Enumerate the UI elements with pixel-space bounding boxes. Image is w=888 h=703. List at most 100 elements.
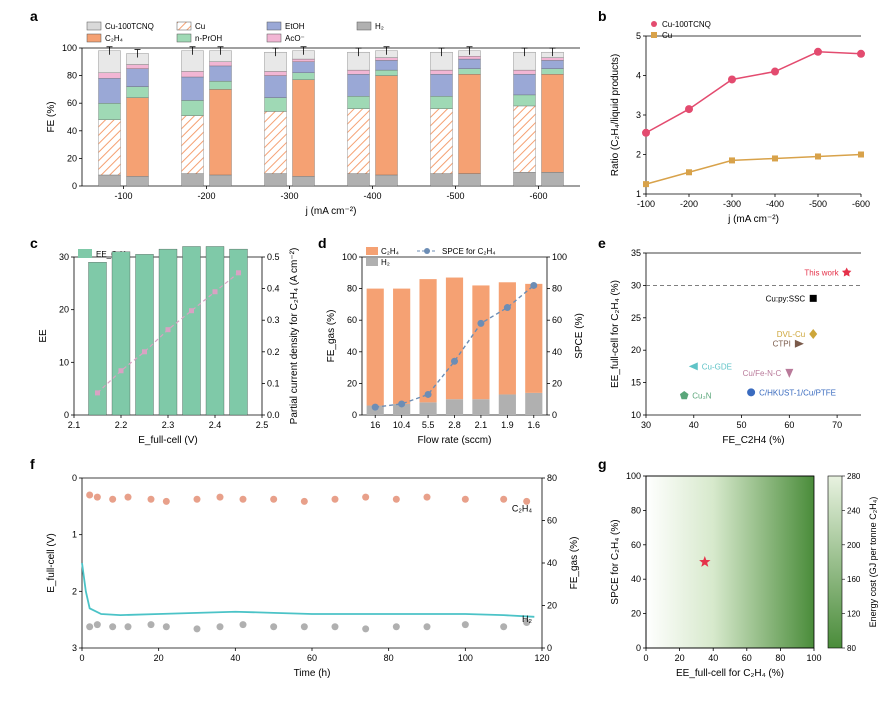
svg-text:j (mA cm⁻²): j (mA cm⁻²) <box>305 206 357 217</box>
svg-text:60: 60 <box>307 653 317 663</box>
svg-text:40: 40 <box>631 574 641 584</box>
svg-text:-300: -300 <box>280 191 298 201</box>
svg-text:E_full-cell (V): E_full-cell (V) <box>46 533 57 592</box>
svg-text:10: 10 <box>59 357 69 367</box>
panel-a: j (mA cm⁻²)FE (%)-100-200-300-400-500-60… <box>30 8 590 228</box>
svg-text:Cu-100TCNQ: Cu-100TCNQ <box>662 20 711 29</box>
svg-text:80: 80 <box>847 644 856 653</box>
svg-text:20: 20 <box>67 153 77 163</box>
svg-text:0.4: 0.4 <box>267 284 280 294</box>
svg-text:SPCE (%): SPCE (%) <box>574 313 585 359</box>
svg-text:20: 20 <box>59 305 69 315</box>
svg-text:H₂: H₂ <box>522 614 532 624</box>
svg-text:EtOH: EtOH <box>285 22 305 31</box>
svg-text:70: 70 <box>832 420 842 430</box>
svg-text:0: 0 <box>643 653 648 663</box>
svg-text:2.1: 2.1 <box>475 420 488 430</box>
svg-text:2.3: 2.3 <box>162 420 175 430</box>
svg-text:60: 60 <box>552 315 562 325</box>
svg-text:SPCE for C₂H₄: SPCE for C₂H₄ <box>442 247 496 256</box>
svg-text:FE_gas (%): FE_gas (%) <box>326 310 337 363</box>
svg-text:FE_gas (%): FE_gas (%) <box>569 537 580 590</box>
svg-text:-400: -400 <box>766 199 784 209</box>
svg-text:0.5: 0.5 <box>267 252 280 262</box>
svg-text:5: 5 <box>636 31 641 41</box>
svg-text:-500: -500 <box>809 199 827 209</box>
svg-text:80: 80 <box>384 653 394 663</box>
svg-text:20: 20 <box>547 601 557 611</box>
svg-text:1: 1 <box>636 189 641 199</box>
svg-text:FE_C2H4 (%): FE_C2H4 (%) <box>722 435 784 446</box>
svg-text:1.6: 1.6 <box>528 420 541 430</box>
svg-text:-200: -200 <box>197 191 215 201</box>
svg-text:This work: This work <box>804 268 839 277</box>
svg-text:-400: -400 <box>363 191 381 201</box>
svg-text:80: 80 <box>67 71 77 81</box>
svg-text:30: 30 <box>59 252 69 262</box>
svg-text:1.9: 1.9 <box>501 420 514 430</box>
svg-text:16: 16 <box>370 420 380 430</box>
svg-text:0.3: 0.3 <box>267 315 280 325</box>
svg-text:200: 200 <box>847 541 861 550</box>
svg-text:Cu:py:SSC: Cu:py:SSC <box>766 294 806 303</box>
svg-text:5.5: 5.5 <box>422 420 435 430</box>
svg-text:0: 0 <box>552 410 557 420</box>
svg-text:80: 80 <box>631 505 641 515</box>
svg-text:C/HKUST-1/Cu/PTFE: C/HKUST-1/Cu/PTFE <box>759 388 836 397</box>
svg-text:-600: -600 <box>852 199 870 209</box>
svg-text:0: 0 <box>352 410 357 420</box>
svg-text:4: 4 <box>636 71 641 81</box>
panel-c: E_full-cell (V) EE Partial current density… <box>30 235 310 450</box>
svg-text:Partial current density for C₂: Partial current density for C₂H₄ (A cm⁻²… <box>289 248 300 425</box>
svg-text:40: 40 <box>689 420 699 430</box>
svg-text:25: 25 <box>631 313 641 323</box>
svg-text:CTPI: CTPI <box>773 340 791 349</box>
svg-text:30: 30 <box>631 280 641 290</box>
svg-text:160: 160 <box>847 575 861 584</box>
svg-text:2.5: 2.5 <box>256 420 269 430</box>
svg-text:10: 10 <box>631 410 641 420</box>
svg-text:FE (%): FE (%) <box>46 101 57 132</box>
svg-text:40: 40 <box>67 126 77 136</box>
svg-text:E_full-cell (V): E_full-cell (V) <box>138 435 197 446</box>
svg-text:40: 40 <box>230 653 240 663</box>
svg-text:2.2: 2.2 <box>115 420 128 430</box>
svg-text:0.1: 0.1 <box>267 378 280 388</box>
svg-text:20: 20 <box>675 653 685 663</box>
svg-text:2: 2 <box>636 150 641 160</box>
svg-text:EE: EE <box>38 329 49 343</box>
svg-text:n-PrOH: n-PrOH <box>195 34 222 43</box>
svg-text:-600: -600 <box>529 191 547 201</box>
svg-text:100: 100 <box>62 43 77 53</box>
svg-text:120: 120 <box>847 610 861 619</box>
svg-text:2.1: 2.1 <box>68 420 81 430</box>
svg-text:100: 100 <box>626 471 641 481</box>
svg-text:Cu: Cu <box>662 31 672 40</box>
svg-text:100: 100 <box>552 252 567 262</box>
svg-text:0: 0 <box>79 653 84 663</box>
svg-text:SPCE for C₂H₄ (%): SPCE for C₂H₄ (%) <box>610 519 621 604</box>
svg-text:0.0: 0.0 <box>267 410 280 420</box>
svg-text:Cu₃N: Cu₃N <box>692 392 711 401</box>
panel-f: Time (h)E_full-cell (V)FE_gas (%)0204060… <box>30 456 590 691</box>
svg-text:40: 40 <box>552 347 562 357</box>
svg-text:j (mA cm⁻²): j (mA cm⁻²) <box>727 214 779 225</box>
svg-text:100: 100 <box>806 653 821 663</box>
svg-text:10.4: 10.4 <box>393 420 411 430</box>
svg-text:240: 240 <box>847 506 861 515</box>
svg-text:50: 50 <box>737 420 747 430</box>
svg-text:20: 20 <box>154 653 164 663</box>
svg-text:80: 80 <box>547 473 557 483</box>
svg-text:20: 20 <box>347 378 357 388</box>
svg-text:H₂: H₂ <box>375 22 384 31</box>
svg-text:2.8: 2.8 <box>448 420 461 430</box>
svg-text:3: 3 <box>636 110 641 120</box>
svg-text:15: 15 <box>631 378 641 388</box>
svg-text:2.4: 2.4 <box>209 420 222 430</box>
panel-b: j (mA cm⁻²)Ratio (C₂H₄/liquid products)-… <box>598 8 878 228</box>
svg-text:80: 80 <box>552 284 562 294</box>
svg-text:80: 80 <box>775 653 785 663</box>
svg-text:-500: -500 <box>446 191 464 201</box>
svg-text:EE_full-cell for C₂H₄ (%): EE_full-cell for C₂H₄ (%) <box>610 280 621 388</box>
svg-text:0: 0 <box>72 181 77 191</box>
